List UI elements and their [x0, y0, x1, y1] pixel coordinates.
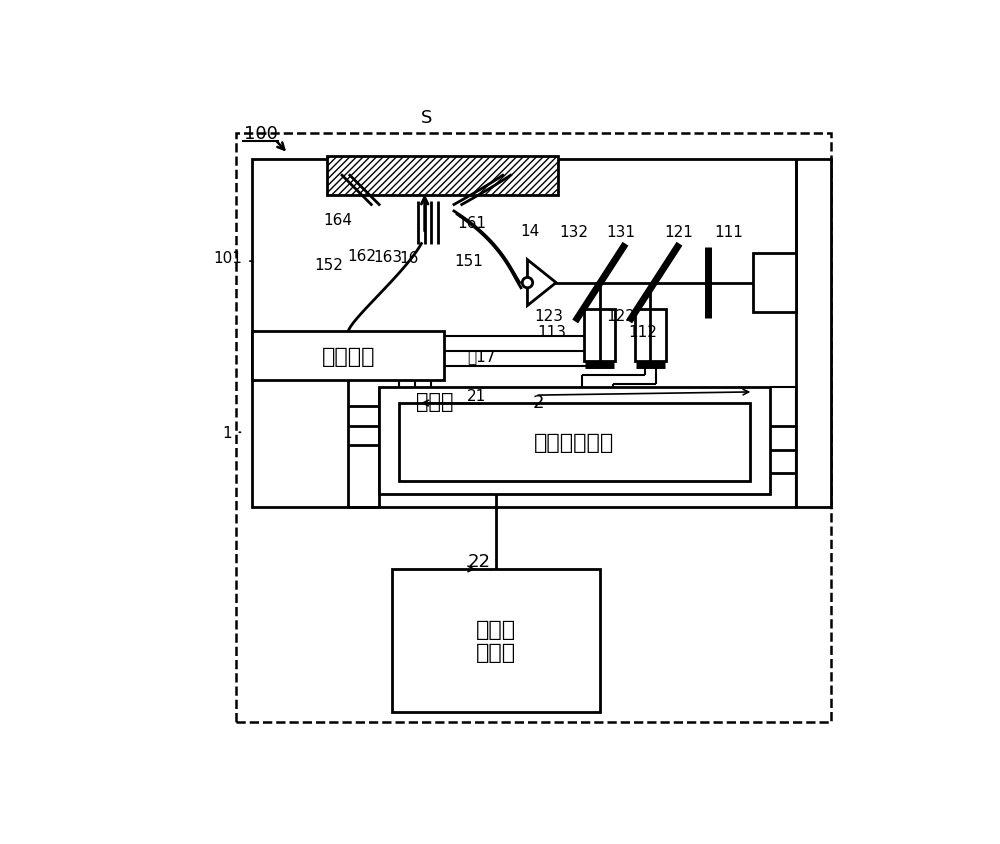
- Text: 132: 132: [559, 225, 588, 240]
- Text: 131: 131: [606, 225, 635, 240]
- Bar: [399, 403, 750, 481]
- Text: 112: 112: [628, 324, 657, 339]
- Polygon shape: [527, 260, 556, 306]
- Text: 光检测器: 光检测器: [321, 346, 375, 366]
- Text: 处理部: 处理部: [416, 392, 453, 412]
- Text: 2: 2: [533, 393, 544, 411]
- Text: 151: 151: [454, 254, 483, 268]
- Text: 113: 113: [537, 324, 566, 339]
- Bar: [392, 569, 600, 712]
- Bar: [252, 160, 831, 507]
- Text: 101: 101: [213, 251, 242, 266]
- Text: 164: 164: [324, 213, 353, 228]
- Bar: [635, 309, 666, 361]
- Bar: [753, 254, 796, 312]
- Text: 22: 22: [467, 553, 490, 571]
- Text: 血糖值
获取部: 血糖值 获取部: [476, 619, 516, 663]
- Text: 111: 111: [715, 225, 744, 240]
- Text: 122: 122: [606, 309, 635, 324]
- Bar: [327, 156, 558, 196]
- Bar: [252, 332, 444, 381]
- Bar: [584, 309, 615, 361]
- Text: 21: 21: [467, 389, 486, 403]
- Text: 121: 121: [665, 225, 694, 240]
- Text: 123: 123: [534, 309, 563, 324]
- Text: 16: 16: [399, 251, 419, 266]
- Circle shape: [522, 278, 533, 289]
- Text: 161: 161: [458, 215, 487, 230]
- Text: 152: 152: [315, 257, 343, 273]
- Text: 14: 14: [520, 224, 540, 239]
- Bar: [379, 387, 770, 495]
- Text: S: S: [421, 109, 432, 127]
- Text: 1: 1: [223, 425, 232, 441]
- Text: ～17: ～17: [467, 349, 495, 364]
- Text: 162: 162: [347, 248, 376, 263]
- Text: 163: 163: [373, 250, 402, 265]
- Text: 100: 100: [244, 125, 278, 143]
- Text: 吸光度获取部: 吸光度获取部: [534, 432, 614, 452]
